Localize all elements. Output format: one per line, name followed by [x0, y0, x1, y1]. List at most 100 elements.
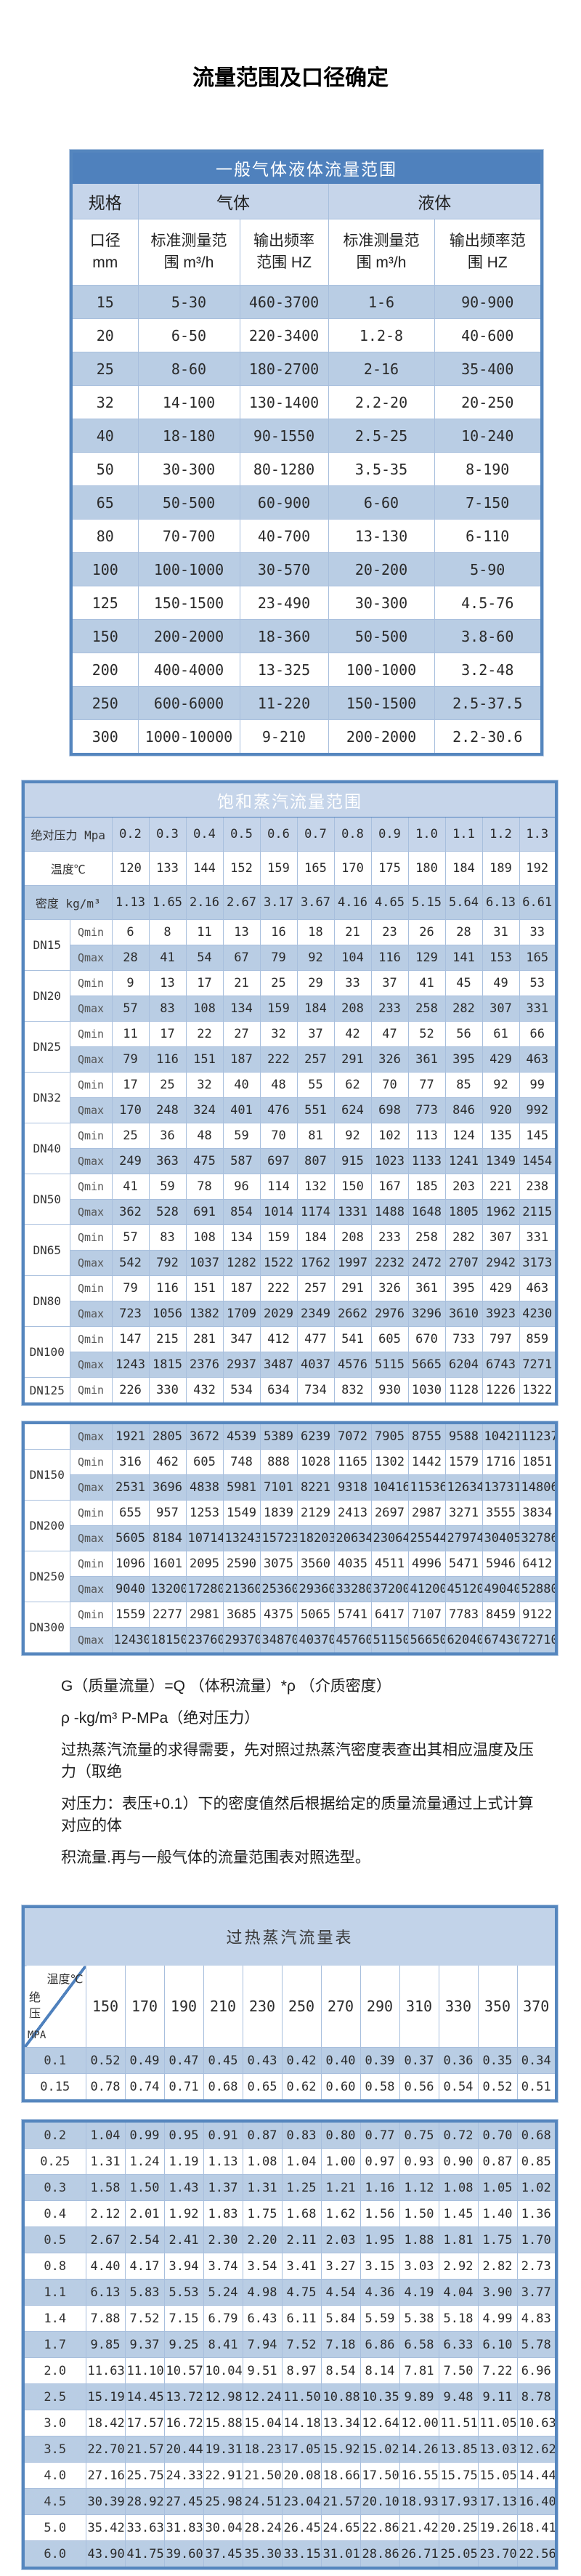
value-cell: 0.52 — [477, 2073, 518, 2101]
value-cell: 2.82 — [477, 2253, 518, 2280]
value-cell: 1.08 — [438, 2174, 479, 2201]
value-cell: 326 — [370, 1046, 409, 1073]
value-cell: 4.5-76 — [434, 586, 543, 620]
value-cell: 116 — [148, 1275, 187, 1301]
value-cell: 79 — [259, 945, 298, 971]
value-cell: 200-2000 — [328, 719, 435, 755]
value-cell: 2.16 — [185, 885, 224, 920]
value-cell: 3.41 — [281, 2253, 322, 2280]
value-cell: 41 — [148, 945, 187, 971]
value-cell: 27.16 — [85, 2462, 126, 2489]
value-cell: 21.57 — [124, 2436, 165, 2463]
value-cell: 7072 — [333, 1422, 372, 1450]
table-row: Qmax 249 363 475 587 697 807 915 1023 1133 1241 134… — [23, 1148, 557, 1174]
value-cell: 4.40 — [85, 2253, 126, 2280]
value-cell: 542 — [111, 1250, 150, 1276]
value-cell: 14.26 — [399, 2436, 439, 2463]
value-cell: 4375 — [259, 1602, 298, 1628]
value-cell: 4996 — [407, 1551, 446, 1577]
value-cell: 133 — [148, 851, 187, 886]
value-cell: 1762 — [296, 1250, 335, 1276]
value-cell: 1709 — [222, 1301, 261, 1327]
value-cell: 12.00 — [399, 2410, 439, 2436]
value-cell: 307 — [482, 996, 520, 1022]
value-cell: 400-4000 — [137, 653, 240, 687]
value-cell: 6-60 — [328, 485, 435, 520]
temp-col-header: 330 — [438, 1965, 479, 2048]
value-cell: 41 — [111, 1174, 150, 1200]
value-cell: 324 — [185, 1097, 224, 1123]
table-row: Qmax 12430 18150 23760 29370 34870 40370 45760 5… — [23, 1627, 557, 1655]
value-cell: 165 — [296, 851, 335, 886]
value-cell: 54 — [185, 945, 224, 971]
value-cell: 31.83 — [163, 2514, 204, 2541]
value-cell: 12.64 — [359, 2410, 400, 2436]
value-cell: 429 — [482, 1046, 520, 1073]
value-cell: 0.62 — [281, 2073, 322, 2101]
value-cell: 2095 — [185, 1551, 224, 1577]
value-cell: 61 — [482, 1021, 520, 1047]
value-cell: 1226 — [482, 1377, 520, 1405]
temp-col-header: 270 — [320, 1965, 361, 2048]
value-cell: 3.27 — [320, 2253, 361, 2280]
value-cell: 4.04 — [438, 2279, 479, 2306]
value-cell: 282 — [444, 1224, 483, 1251]
row-label: 0.4 — [23, 2200, 86, 2227]
value-cell: 175 — [370, 851, 409, 886]
value-cell: 23064 — [370, 1525, 409, 1551]
value-cell: 2.12 — [85, 2200, 126, 2227]
value-cell: 2413 — [333, 1500, 372, 1526]
table-row: DN40 Qmin 25 36 48 59 70 81 92 102 113 124 135 145 — [23, 1123, 557, 1174]
value-cell: 40 — [70, 419, 139, 453]
col-header-liquid: 液体 — [328, 183, 543, 219]
value-cell: 3.03 — [399, 2253, 439, 2280]
value-cell: 226 — [111, 1377, 150, 1405]
row-sublabel: Qmin — [69, 1602, 113, 1628]
value-cell: 17280 — [185, 1576, 224, 1602]
value-cell: 0.2 — [111, 817, 150, 852]
value-cell: 462 — [148, 1449, 187, 1475]
value-cell: 15.04 — [242, 2410, 283, 2436]
value-cell: 187 — [222, 1275, 261, 1301]
col-header-spec: 规格 — [70, 183, 139, 219]
value-cell: 5.53 — [163, 2279, 204, 2306]
value-cell: 25.98 — [203, 2488, 243, 2515]
row-label: 3.5 — [23, 2436, 86, 2463]
value-cell: 6.11 — [281, 2305, 322, 2332]
value-cell: 1851 — [519, 1449, 557, 1475]
value-cell: 363 — [148, 1148, 187, 1174]
row-sublabel: Qmax — [69, 1576, 113, 1602]
value-cell: 0.37 — [399, 2047, 439, 2074]
value-cell: 4511 — [370, 1551, 409, 1577]
table-row: 3.5 22.70 21.57 20.44 19.31 18.23 17.05 15.92 15… — [23, 2436, 557, 2463]
value-cell: 2805 — [148, 1422, 187, 1450]
table-row: 1.7 9.85 9.37 9.25 8.41 7.94 7.52 7.18 6.86 6.58 6… — [23, 2331, 557, 2358]
value-cell: 0.97 — [359, 2148, 400, 2175]
value-cell: 846 — [444, 1097, 483, 1123]
table-row: 65 50-500 60-900 6-60 7-150 — [70, 485, 543, 520]
value-cell: 330 — [148, 1377, 187, 1405]
row-label: DN200 — [23, 1500, 70, 1551]
value-cell: 15.02 — [359, 2436, 400, 2463]
value-cell: 30-300 — [137, 452, 240, 486]
value-cell: 150-1500 — [137, 586, 240, 620]
value-cell: 77 — [407, 1072, 446, 1098]
value-cell: 460-3700 — [239, 285, 329, 319]
value-cell: 11536 — [407, 1474, 446, 1501]
value-cell: 5.24 — [203, 2279, 243, 2306]
value-cell: 1.95 — [359, 2226, 400, 2253]
value-cell: 215 — [148, 1326, 187, 1352]
value-cell: 14.44 — [516, 2462, 557, 2489]
value-cell: 1921 — [111, 1422, 150, 1450]
value-cell: 104 — [333, 945, 372, 971]
value-cell: 24.65 — [320, 2514, 361, 2541]
table-row: 300 1000-10000 9-210 200-2000 2.2-30.6 — [70, 719, 543, 755]
value-cell: 412 — [259, 1326, 298, 1352]
value-cell: 23 — [370, 919, 409, 945]
row-sublabel: Qmax — [69, 1301, 113, 1327]
row-sublabel: Qmax — [69, 996, 113, 1022]
value-cell: 797 — [482, 1326, 520, 1352]
mass-flow-formula: G（质量流量）=Q （体积流量）*ρ （介质密度） — [61, 1678, 391, 1695]
value-cell: 475 — [185, 1148, 224, 1174]
value-cell: 634 — [259, 1377, 298, 1405]
